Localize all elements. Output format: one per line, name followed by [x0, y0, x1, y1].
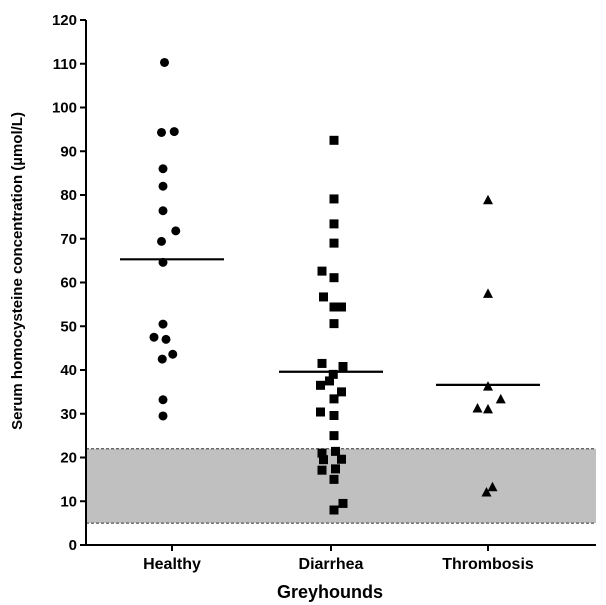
diarrhea-point	[316, 407, 325, 417]
y-axis-title: Serum homocysteine concentration (µmol/L…	[9, 112, 26, 430]
diarrhea-point	[319, 292, 328, 302]
diarrhea-point	[319, 455, 328, 465]
diarrhea-point	[337, 454, 346, 464]
diarrhea-point	[325, 376, 334, 386]
diarrhea-point	[329, 135, 339, 145]
diarrhea-point	[337, 387, 346, 397]
x-tick-label-healthy: Healthy	[143, 556, 201, 573]
diarrhea-point	[338, 498, 348, 508]
diarrhea-point	[329, 411, 339, 420]
x-axis: Healthy Diarrhea Thrombosis	[86, 544, 596, 573]
healthy-point	[171, 226, 181, 236]
healthy-point	[157, 354, 167, 364]
y-tick-label: 60	[60, 275, 77, 292]
diarrhea-point	[329, 273, 339, 283]
y-tick-label: 120	[52, 12, 77, 29]
diarrhea-point	[316, 380, 325, 390]
diarrhea-point	[329, 474, 339, 484]
diarrhea-point	[317, 465, 327, 475]
healthy-point	[158, 395, 168, 405]
mean-lines	[120, 258, 540, 386]
x-tick-label-thrombosis: Thrombosis	[442, 556, 534, 573]
healthy-point	[168, 349, 178, 359]
diarrhea-point	[331, 446, 340, 456]
diarrhea-point	[329, 302, 339, 312]
y-tick-label: 50	[60, 318, 77, 335]
x-axis-title: Greyhounds	[277, 582, 383, 602]
healthy-point	[158, 206, 168, 216]
y-tick-label: 20	[60, 450, 77, 467]
healthy-point	[158, 164, 168, 174]
healthy-point	[169, 127, 179, 137]
healthy-point	[160, 57, 169, 67]
diarrhea-point	[329, 394, 339, 404]
healthy-point	[157, 236, 166, 246]
diarrhea-point	[329, 431, 339, 441]
healthy-point	[158, 411, 168, 421]
x-tick-label-diarrhea: Diarrhea	[299, 556, 364, 573]
thrombosis-point	[483, 403, 493, 414]
thrombosis-point	[487, 481, 498, 492]
y-tick-label: 70	[60, 231, 77, 248]
y-tick-label: 90	[60, 143, 77, 160]
thrombosis-point	[481, 487, 492, 497]
healthy-point	[157, 127, 166, 137]
healthy-point	[161, 334, 171, 344]
healthy-point	[149, 332, 159, 342]
y-tick-label: 30	[60, 406, 77, 423]
y-tick-label: 80	[60, 187, 77, 204]
thrombosis-point	[472, 403, 483, 413]
y-axis: 0 10 20 30 40 50 60 70 80 90 100 110 120	[52, 12, 87, 554]
diarrhea-point	[338, 362, 348, 371]
diarrhea-point	[331, 464, 340, 474]
diarrhea-point	[317, 266, 327, 276]
y-tick-label: 110	[53, 56, 77, 73]
diarrhea-point	[329, 238, 339, 248]
healthy-point	[158, 319, 168, 329]
diarrhea-point	[328, 369, 338, 379]
diarrhea-point	[317, 358, 327, 368]
diarrhea-point	[337, 302, 346, 312]
data-points	[149, 57, 506, 515]
diarrhea-point	[329, 505, 339, 515]
healthy-point	[158, 181, 168, 191]
diarrhea-point	[329, 194, 339, 204]
diarrhea-point	[317, 448, 327, 458]
diarrhea-point	[329, 319, 339, 329]
thrombosis-point	[483, 194, 493, 205]
y-tick-label: 10	[60, 493, 77, 510]
thrombosis-point	[495, 393, 506, 404]
y-tick-label: 100	[52, 100, 77, 117]
diarrhea-point	[329, 219, 339, 229]
y-tick-label: 0	[69, 537, 77, 554]
thrombosis-point	[483, 288, 493, 298]
y-tick-label: 40	[60, 362, 77, 379]
